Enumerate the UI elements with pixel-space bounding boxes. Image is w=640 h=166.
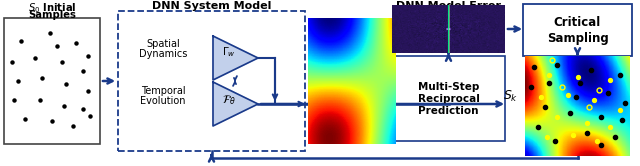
Text: Spatial: Spatial [146,39,180,49]
FancyBboxPatch shape [392,56,505,141]
Text: Temporal: Temporal [141,86,186,96]
Text: DNN System Model: DNN System Model [152,1,271,11]
Text: Evolution: Evolution [140,96,186,106]
Text: Reciprocal: Reciprocal [417,93,479,103]
Text: $\mathcal{F}_\theta$: $\mathcal{F}_\theta$ [222,93,236,107]
Text: Multi-Step: Multi-Step [418,82,479,91]
Text: Prediction: Prediction [419,106,479,116]
Text: $\Gamma_w$: $\Gamma_w$ [222,45,236,59]
Text: Critical: Critical [554,16,601,29]
Text: Samples: Samples [28,10,76,20]
Text: $S_0$ Initial: $S_0$ Initial [28,1,76,15]
Text: Sampling: Sampling [547,32,609,45]
FancyBboxPatch shape [4,18,100,144]
Polygon shape [213,82,258,126]
FancyBboxPatch shape [523,4,632,56]
Text: Dynamics: Dynamics [139,49,187,59]
Text: $S_k$: $S_k$ [503,88,518,104]
Polygon shape [213,36,258,80]
Text: DNN Model Error: DNN Model Error [396,1,501,11]
